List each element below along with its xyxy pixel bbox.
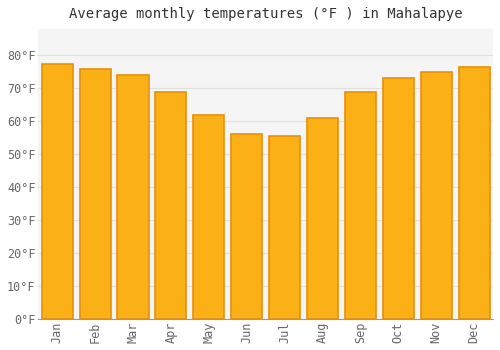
Bar xyxy=(269,136,300,319)
Bar xyxy=(80,69,110,319)
Bar xyxy=(307,118,338,319)
Title: Average monthly temperatures (°F ) in Mahalapye: Average monthly temperatures (°F ) in Ma… xyxy=(69,7,462,21)
Bar xyxy=(420,72,452,319)
Bar xyxy=(231,134,262,319)
Bar xyxy=(118,75,148,319)
Bar xyxy=(42,64,72,319)
Bar xyxy=(156,92,186,319)
Bar xyxy=(458,67,490,319)
Bar xyxy=(383,78,414,319)
Bar xyxy=(193,115,224,319)
Bar xyxy=(345,92,376,319)
